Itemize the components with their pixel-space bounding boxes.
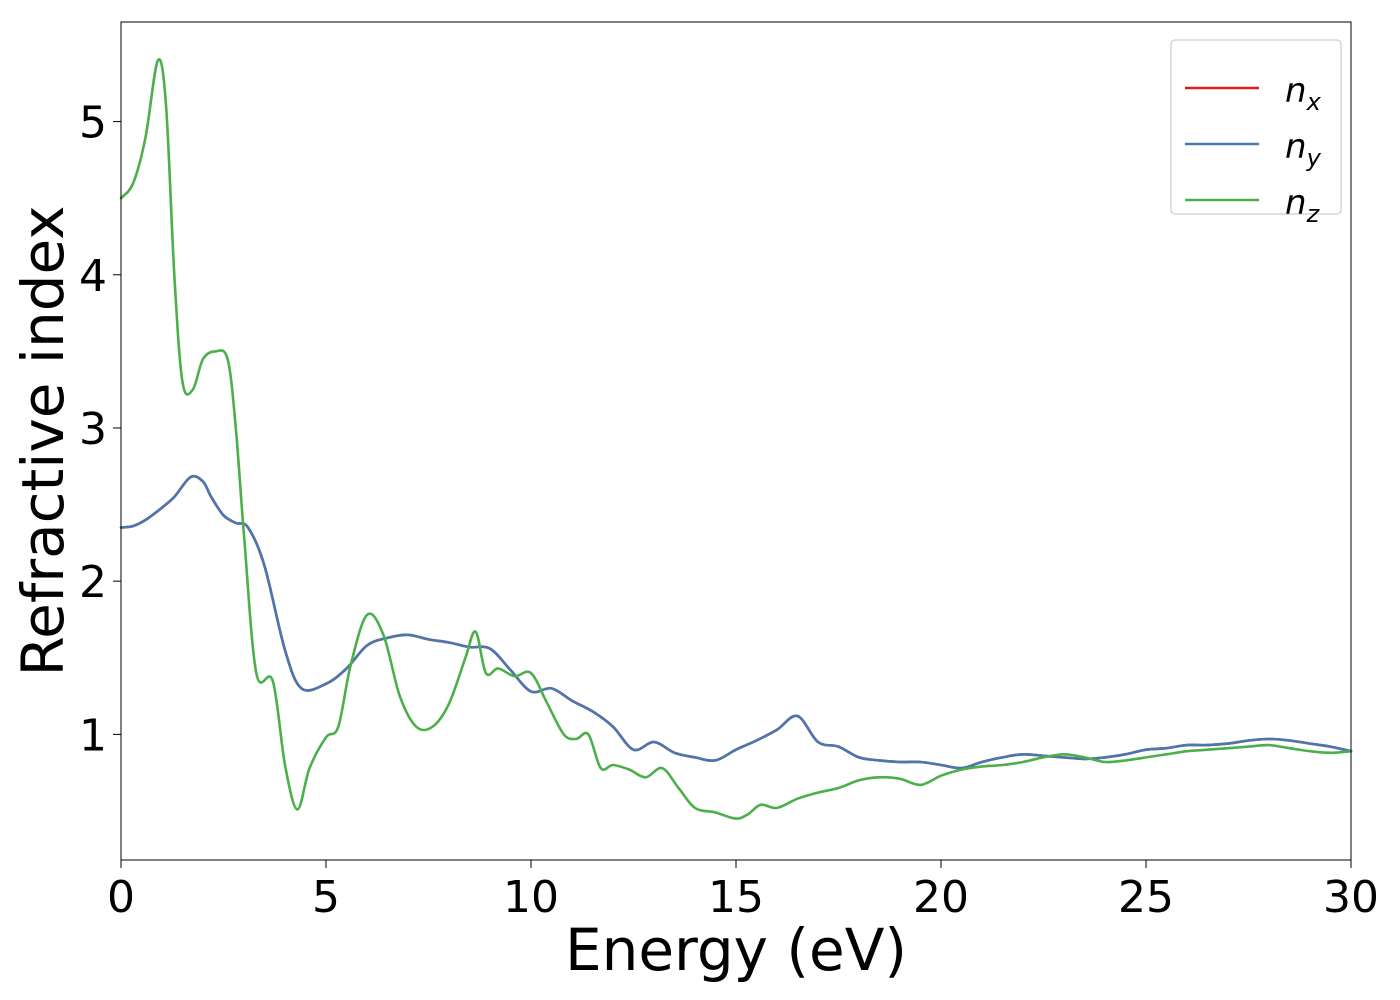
plot-lines xyxy=(119,58,1353,820)
y-axis-ticks: 1 2 3 4 5 xyxy=(79,98,121,761)
legend-items: nx ny nz xyxy=(1185,71,1322,228)
legend-label-y: ny xyxy=(1285,127,1322,172)
y-tick-label: 3 xyxy=(79,404,107,455)
legend: nx ny nz xyxy=(1170,39,1342,228)
legend-label-z: nz xyxy=(1285,183,1321,228)
x-axis-ticks: 0 5 10 15 20 25 30 xyxy=(107,860,1379,923)
series-line-z xyxy=(119,58,1353,820)
y-tick-label: 2 xyxy=(79,557,107,608)
x-tick-label: 0 xyxy=(107,872,135,923)
legend-box xyxy=(1170,39,1342,215)
y-tick-label: 5 xyxy=(79,98,107,149)
legend-label-x: nx xyxy=(1285,71,1322,116)
x-tick-label: 20 xyxy=(913,872,969,923)
x-tick-label: 5 xyxy=(312,872,340,923)
y-axis-label: Refractive index xyxy=(9,205,77,676)
x-tick-label: 30 xyxy=(1323,872,1379,923)
series-line-y xyxy=(119,474,1353,770)
y-tick-label: 4 xyxy=(79,251,107,302)
y-tick-label: 1 xyxy=(79,710,107,761)
x-tick-label: 25 xyxy=(1118,872,1174,923)
x-axis-label: Energy (eV) xyxy=(565,916,907,984)
x-tick-label: 15 xyxy=(708,872,764,923)
x-tick-label: 10 xyxy=(503,872,559,923)
